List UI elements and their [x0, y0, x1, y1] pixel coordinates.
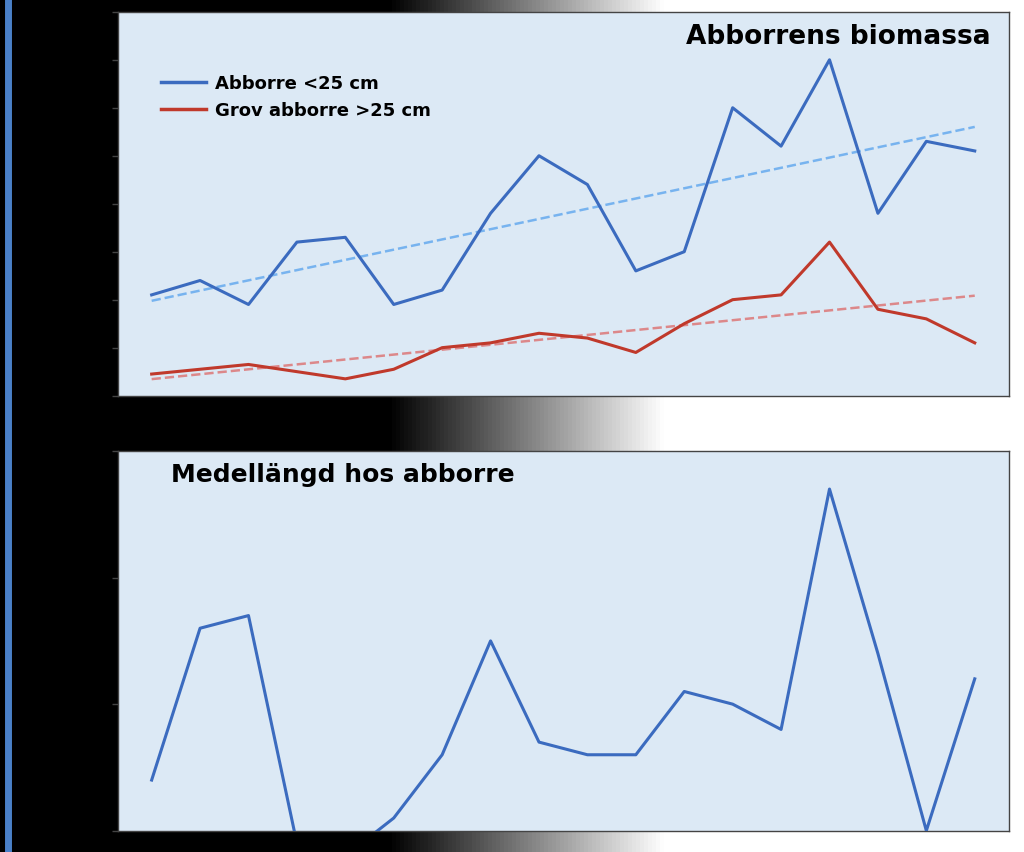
Grov abborre >25 cm: [678, 320, 690, 330]
Y-axis label: cm: cm: [58, 626, 77, 656]
Abborre <25 cm: [823, 55, 836, 66]
Grov abborre >25 cm: [291, 367, 303, 377]
Abborre <25 cm: [871, 209, 884, 219]
Grov abborre >25 cm: [145, 370, 158, 380]
Grov abborre >25 cm: [969, 338, 981, 348]
Abborre <25 cm: [532, 152, 545, 162]
Text: Abborrens biomassa: Abborrens biomassa: [686, 24, 991, 50]
Abborre <25 cm: [243, 300, 255, 310]
Grov abborre >25 cm: [388, 365, 400, 375]
Grov abborre >25 cm: [823, 238, 836, 248]
Grov abborre >25 cm: [921, 314, 933, 325]
Grov abborre >25 cm: [484, 338, 497, 348]
Grov abborre >25 cm: [243, 360, 255, 370]
Grov abborre >25 cm: [871, 305, 884, 315]
Line: Grov abborre >25 cm: Grov abborre >25 cm: [152, 243, 975, 379]
Abborre <25 cm: [678, 247, 690, 257]
Line: Abborre <25 cm: Abborre <25 cm: [152, 60, 975, 305]
Text: Medellängd hos abborre: Medellängd hos abborre: [171, 463, 515, 486]
Grov abborre >25 cm: [339, 374, 351, 384]
Abborre <25 cm: [194, 276, 206, 286]
Abborre <25 cm: [775, 141, 787, 152]
Abborre <25 cm: [145, 291, 158, 301]
Grov abborre >25 cm: [194, 365, 206, 375]
Abborre <25 cm: [291, 238, 303, 248]
Grov abborre >25 cm: [630, 348, 642, 358]
Abborre <25 cm: [339, 233, 351, 243]
Legend: Abborre <25 cm, Grov abborre >25 cm: Abborre <25 cm, Grov abborre >25 cm: [154, 68, 438, 127]
Abborre <25 cm: [582, 180, 594, 190]
Abborre <25 cm: [436, 285, 449, 296]
Abborre <25 cm: [726, 103, 738, 113]
Grov abborre >25 cm: [532, 329, 545, 339]
Y-axis label: kg per station: kg per station: [71, 134, 89, 275]
Grov abborre >25 cm: [726, 295, 738, 305]
Grov abborre >25 cm: [775, 291, 787, 301]
Abborre <25 cm: [388, 300, 400, 310]
Grov abborre >25 cm: [582, 333, 594, 343]
Abborre <25 cm: [921, 137, 933, 147]
Grov abborre >25 cm: [436, 343, 449, 354]
Abborre <25 cm: [484, 209, 497, 219]
Abborre <25 cm: [630, 267, 642, 277]
Abborre <25 cm: [969, 147, 981, 157]
